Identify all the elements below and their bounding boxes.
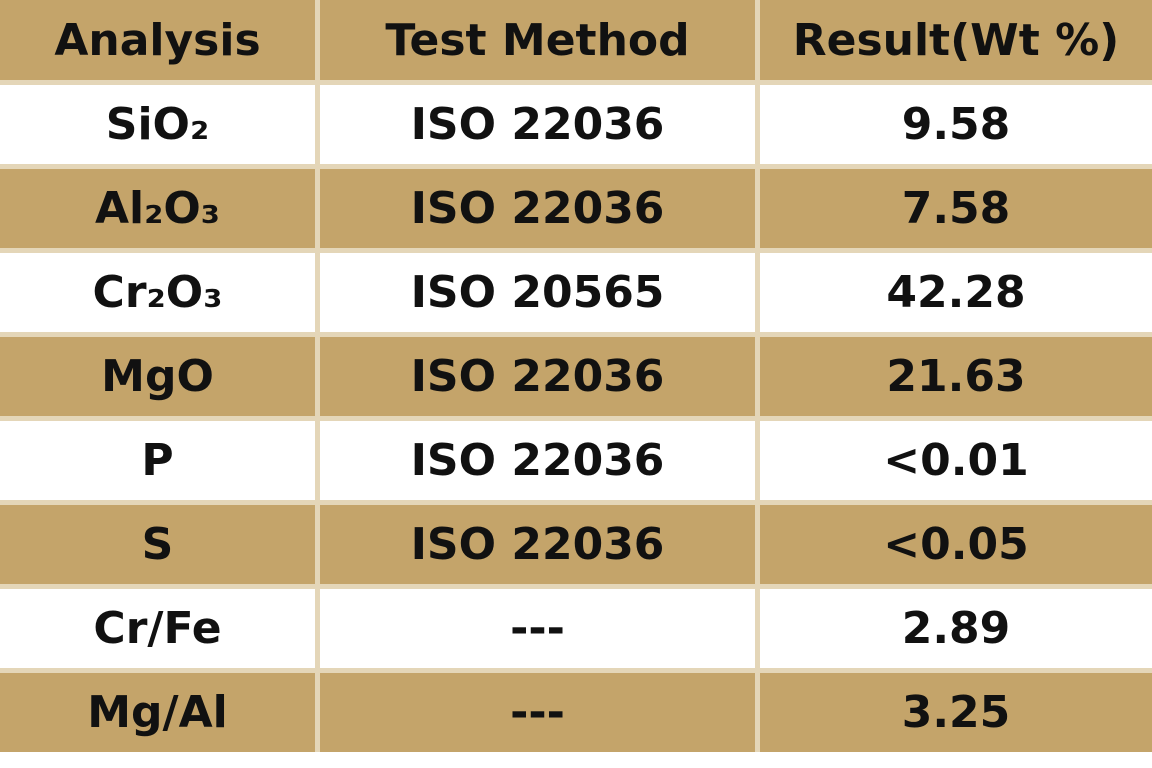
header-cell: Test Method: [320, 0, 755, 80]
result-cell: 3.25: [760, 673, 1152, 752]
results-table: Analysis Test Method Result(Wt %) SiO₂ ISO 2…: [0, 0, 1152, 752]
result-cell: 7.58: [760, 169, 1152, 248]
method-cell: ---: [320, 589, 755, 668]
analysis-cell: Cr₂O₃: [0, 253, 315, 332]
method-cell: ISO 22036: [320, 505, 755, 584]
analysis-cell: P: [0, 421, 315, 500]
method-cell: ISO 22036: [320, 85, 755, 164]
result-cell: 9.58: [760, 85, 1152, 164]
method-cell: ISO 22036: [320, 169, 755, 248]
analysis-cell: Al₂O₃: [0, 169, 315, 248]
result-cell: 2.89: [760, 589, 1152, 668]
analysis-cell: SiO₂: [0, 85, 315, 164]
analysis-cell: Mg/Al: [0, 673, 315, 752]
header-cell: Analysis: [0, 0, 315, 80]
method-cell: ISO 22036: [320, 421, 755, 500]
analysis-cell: S: [0, 505, 315, 584]
result-cell: <0.01: [760, 421, 1152, 500]
method-cell: ISO 22036: [320, 337, 755, 416]
result-cell: <0.05: [760, 505, 1152, 584]
analysis-cell: MgO: [0, 337, 315, 416]
method-cell: ISO 20565: [320, 253, 755, 332]
method-cell: ---: [320, 673, 755, 752]
result-cell: 42.28: [760, 253, 1152, 332]
result-cell: 21.63: [760, 337, 1152, 416]
analysis-cell: Cr/Fe: [0, 589, 315, 668]
header-cell: Result(Wt %): [760, 0, 1152, 80]
